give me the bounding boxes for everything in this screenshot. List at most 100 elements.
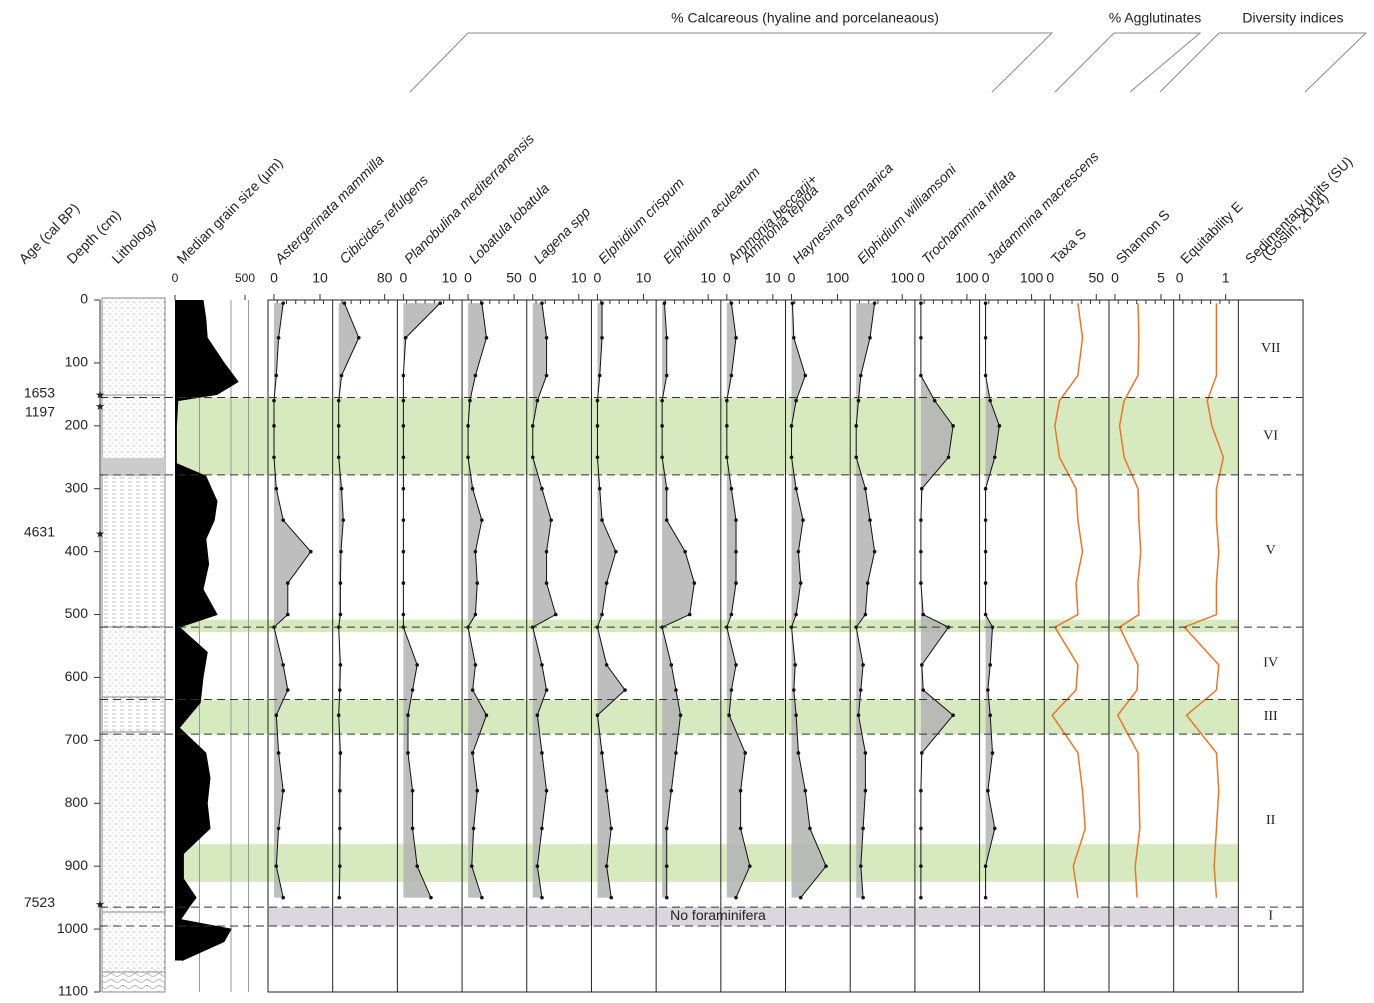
sample-point: [725, 424, 729, 428]
x-tick-label: 50: [1088, 270, 1104, 286]
sample-point: [342, 301, 347, 305]
sample-point: [664, 864, 669, 868]
sample-point: [540, 826, 544, 831]
sample-point: [401, 612, 406, 617]
sample-point: [535, 398, 540, 403]
profile-fill: [468, 303, 487, 898]
sample-point: [338, 788, 342, 793]
sample-point: [664, 518, 669, 522]
sample-point: [734, 518, 738, 522]
panel-label: Planobulina mediterranensis: [401, 131, 537, 267]
sample-point: [798, 895, 803, 900]
sample-point: [535, 864, 540, 868]
sample-point: [415, 864, 419, 868]
sample-point: [281, 518, 286, 522]
sample-point: [600, 518, 604, 522]
sample-point: [274, 864, 279, 868]
sample-point: [865, 581, 870, 585]
x-tick-label: 0: [917, 270, 925, 286]
x-tick-label: 0: [723, 270, 731, 286]
sample-point: [983, 373, 988, 378]
sample-point: [986, 788, 990, 793]
sample-point: [992, 826, 997, 831]
sample-point: [951, 424, 955, 428]
sample-point: [466, 455, 470, 460]
sample-point: [604, 864, 609, 868]
y-tick-label: 900: [65, 857, 89, 873]
profile-fill: [532, 303, 556, 898]
x-tick-label: 10: [442, 270, 458, 286]
panel-label: Shannon S: [1112, 206, 1172, 266]
sample-point: [988, 398, 992, 403]
sample-point: [919, 335, 923, 340]
highlight-band: [175, 699, 1239, 735]
unit-label: IV: [1263, 656, 1278, 671]
sample-point: [484, 335, 489, 340]
age-star: ★: [95, 401, 105, 413]
sample-point: [738, 788, 743, 793]
profile-fill: [985, 303, 1000, 898]
sample-point: [660, 424, 664, 428]
profile-line: [985, 303, 1000, 898]
sample-point: [272, 398, 276, 403]
sample-point: [992, 455, 997, 460]
y-tick-label: 500: [65, 605, 89, 621]
sample-point: [338, 581, 343, 585]
sample-point: [604, 663, 609, 667]
sample-point: [535, 713, 540, 717]
unit-label: VI: [1263, 428, 1278, 443]
sample-point: [336, 713, 341, 717]
sample-point: [272, 424, 276, 428]
sample-point: [868, 518, 872, 522]
grain-size-fill: [175, 300, 238, 961]
sample-point: [669, 663, 674, 667]
sample-point: [794, 612, 798, 617]
age-label: 7523: [24, 894, 55, 910]
sample-point: [274, 713, 279, 717]
highlight-band: [175, 619, 1239, 633]
sample-point: [549, 518, 553, 522]
x-tick-label: 100: [891, 270, 915, 286]
sample-point: [729, 688, 734, 692]
sample-point: [403, 335, 408, 340]
sample-point: [623, 688, 627, 692]
profile-line: [402, 302, 441, 898]
sample-point: [919, 373, 923, 378]
y-tick-label: 600: [65, 668, 89, 684]
sample-point: [484, 713, 489, 717]
sample-point: [410, 826, 415, 831]
sample-point: [338, 663, 343, 667]
sample-point: [544, 788, 549, 793]
sample-point: [470, 751, 475, 755]
sample-point: [983, 301, 988, 305]
sample-point: [801, 518, 805, 522]
profile-fill: [597, 303, 626, 898]
sample-point: [600, 301, 604, 305]
sample-point: [983, 518, 988, 522]
sample-point: [272, 455, 276, 460]
sample-point: [540, 751, 544, 755]
sample-point: [734, 663, 738, 667]
sample-point: [553, 612, 558, 617]
x-tick-label: 0: [399, 270, 407, 286]
x-tick-label: 80: [377, 270, 393, 286]
sample-point: [664, 335, 669, 340]
sample-point: [469, 864, 474, 868]
sample-point: [986, 688, 990, 692]
sample-point: [338, 864, 342, 868]
x-tick-label: 0: [982, 270, 990, 286]
sample-point: [859, 373, 863, 378]
sample-point: [683, 549, 687, 554]
sample-point: [725, 455, 729, 460]
sample-point: [983, 335, 988, 340]
sample-point: [990, 751, 995, 755]
sample-point: [738, 826, 743, 831]
sample-point: [983, 549, 988, 554]
age-label: 1653: [24, 384, 55, 400]
sample-point: [946, 455, 951, 460]
profile-fill: [856, 303, 875, 898]
x-tick-label: 0: [270, 270, 278, 286]
sample-point: [920, 486, 924, 491]
sample-point: [863, 751, 868, 755]
sample-point: [824, 864, 828, 868]
